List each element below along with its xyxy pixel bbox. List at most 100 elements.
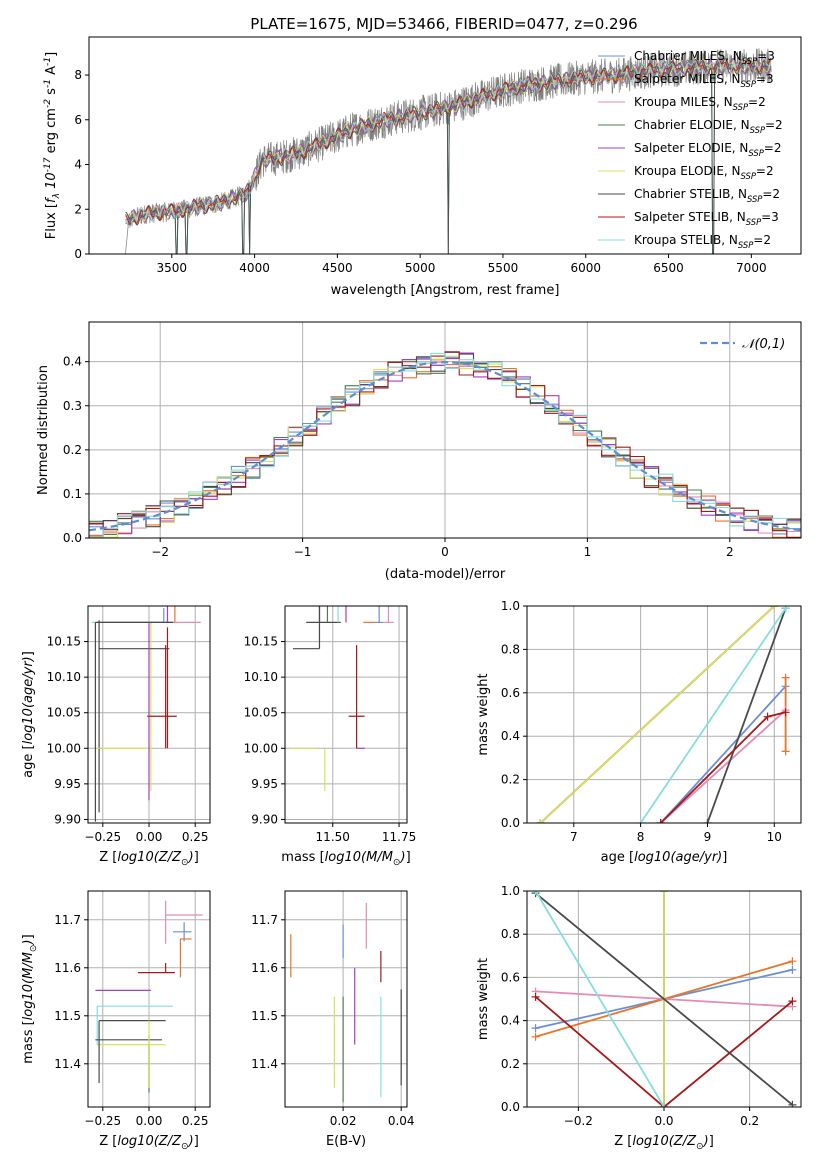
label-span: log10(age/yr) xyxy=(21,656,36,744)
label-span: ⊙ xyxy=(696,1142,704,1152)
mass-weight-line-7 xyxy=(706,607,787,823)
y-tick-label: 0.0 xyxy=(501,816,520,830)
x-tick-label: −0.25 xyxy=(84,1114,121,1128)
mass-weight-z-line-7 xyxy=(535,892,793,1106)
mass-weight-marker xyxy=(781,673,790,682)
x-tick-label: 4000 xyxy=(239,261,270,275)
error-bar-point xyxy=(98,620,170,813)
label-span: age [ xyxy=(21,744,36,777)
model-line-7 xyxy=(125,57,772,254)
label-span: SSP xyxy=(738,240,754,250)
label-span: ] xyxy=(722,850,727,865)
x-tick-label: 0.00 xyxy=(136,1114,163,1128)
mass-weight-line-9 xyxy=(639,607,787,823)
x-tick-label: 9 xyxy=(704,830,712,844)
spectrum-legend: Chabrier MILES, NSSP​=3 Salpeter MILES, N… xyxy=(598,49,783,250)
x-axis-label: wavelength [Angstrom, rest frame] xyxy=(331,283,560,298)
label-span: ) xyxy=(188,1134,194,1149)
mass-weight-line-3 xyxy=(660,709,787,823)
x-tick-label: 0.0 xyxy=(654,1114,673,1128)
axes-frame xyxy=(88,36,802,255)
label-span: =3 xyxy=(756,72,774,86)
y-tick-label: 0.6 xyxy=(501,686,520,700)
label-span: erg cm xyxy=(44,108,59,157)
label-span: λ xyxy=(52,193,62,199)
gaussian-legend-label: 𝒩(0,1) xyxy=(742,337,785,352)
label-span: log10(age/yr) xyxy=(634,850,722,865)
y-tick-label: 11.7 xyxy=(54,913,81,927)
y-tick-label: 0.3 xyxy=(63,399,82,413)
label-span: Salpeter STELIB, N xyxy=(634,210,746,224)
error-bar-point xyxy=(173,922,192,942)
y-axis-label: mass [log10(M/M⊙​)] xyxy=(21,934,39,1063)
x-tick-label: 6500 xyxy=(653,261,684,275)
y-axis-label: Flux [fλ​ 10-17​ erg cm-2​ s-1​ A-1​] xyxy=(43,52,62,239)
y-tick-label: 9.95 xyxy=(54,777,81,791)
label-span: log10(Z/Z xyxy=(117,850,182,865)
x-tick-label: 0.02 xyxy=(330,1114,357,1128)
legend-label: Chabrier STELIB, NSSP​=2 xyxy=(634,187,780,204)
mass-weight-z-line-8 xyxy=(535,996,793,1107)
error-bar-point xyxy=(98,1019,166,1083)
legend-label: Kroupa ELODIE, NSSP​=2 xyxy=(634,164,774,181)
label-span: =2 xyxy=(756,164,774,178)
y-tick-label: 0.4 xyxy=(63,355,82,369)
error-bar-point xyxy=(179,938,192,978)
label-span: Chabrier STELIB, N xyxy=(634,187,747,201)
label-span: mass [ xyxy=(21,1020,36,1063)
label-span: =2 xyxy=(748,95,766,109)
label-span: log10(Z/Z xyxy=(117,1134,182,1149)
label-span: ] xyxy=(21,651,36,656)
error-bar-point xyxy=(96,1005,174,1045)
y-tick-label: 10.15 xyxy=(47,635,81,649)
label-span: ] xyxy=(194,1134,199,1149)
plot-area xyxy=(290,606,394,791)
mass-weight-z-marker xyxy=(788,965,797,974)
label-span: ) xyxy=(400,850,406,865)
mass-weight-marker xyxy=(656,819,665,823)
plot-massweight-age: 7 8 9 10 0.0 0.2 0.4 0.6 0.8 1.0 age [log10(age/yr… xyxy=(476,599,802,865)
label-span: -2 xyxy=(43,99,53,108)
label-span: Flux [ xyxy=(44,203,59,239)
label-span: mass weight xyxy=(476,673,491,755)
axes-frame xyxy=(526,605,802,824)
plot-age-Z: −0.25 0.00 0.25 9.90 9.95 10.00 10.05 10.10 10.1… xyxy=(21,605,211,868)
y-tick-label: 8 xyxy=(74,68,82,82)
x-axis-label: age [log10(age/yr)] xyxy=(601,850,728,865)
label-span: ] xyxy=(194,850,199,865)
y-tick-label: 11.4 xyxy=(251,1057,278,1071)
axes-frame xyxy=(87,605,211,824)
y-tick-label: 11.7 xyxy=(251,913,278,927)
label-span: mass weight xyxy=(476,958,491,1040)
figure-title: PLATE=1675, MJD=53466, FIBERID=0477, z=0… xyxy=(250,15,637,33)
mass-weight-line-6 xyxy=(539,606,775,823)
x-tick-label: 11.50 xyxy=(316,830,350,844)
label-span: =2 xyxy=(765,118,783,132)
plot-mass-EBV: 0.02 0.04 11.4 11.5 11.6 11.7 E(B-V) xyxy=(251,890,415,1149)
error-bar-point xyxy=(137,963,175,974)
y-tick-label: 6 xyxy=(74,113,82,127)
x-axis-label: Z [log10(Z/Z⊙​)] xyxy=(99,1134,199,1152)
y-tick-label: 2 xyxy=(74,202,82,216)
y-tick-label: 4 xyxy=(74,158,82,172)
axes-frame xyxy=(284,605,408,824)
label-span: Z [ xyxy=(99,1134,117,1149)
y-tick-label: 0.0 xyxy=(63,531,82,545)
label-span: ⊙ xyxy=(181,1142,189,1152)
x-tick-label: 8 xyxy=(637,830,645,844)
error-bar-point xyxy=(306,606,341,623)
label-span: (data-model)/error xyxy=(385,567,506,582)
x-tick-label: 11.75 xyxy=(382,830,416,844)
model-line-9 xyxy=(125,57,772,229)
x-tick-label: 4500 xyxy=(322,261,353,275)
legend-label: Kroupa MILES, NSSP​=2 xyxy=(634,95,766,112)
x-tick-label: 5500 xyxy=(488,261,519,275)
label-span: E(B-V) xyxy=(326,1134,366,1149)
error-bar-point xyxy=(165,900,203,944)
x-tick-label: 0.00 xyxy=(136,830,163,844)
mass-weight-marker xyxy=(770,606,779,610)
label-span: SSP xyxy=(742,56,758,66)
x-tick-label: 0.04 xyxy=(388,1114,415,1128)
mass-weight-z-line-9 xyxy=(534,891,665,1107)
y-tick-label: 0.2 xyxy=(63,443,82,457)
